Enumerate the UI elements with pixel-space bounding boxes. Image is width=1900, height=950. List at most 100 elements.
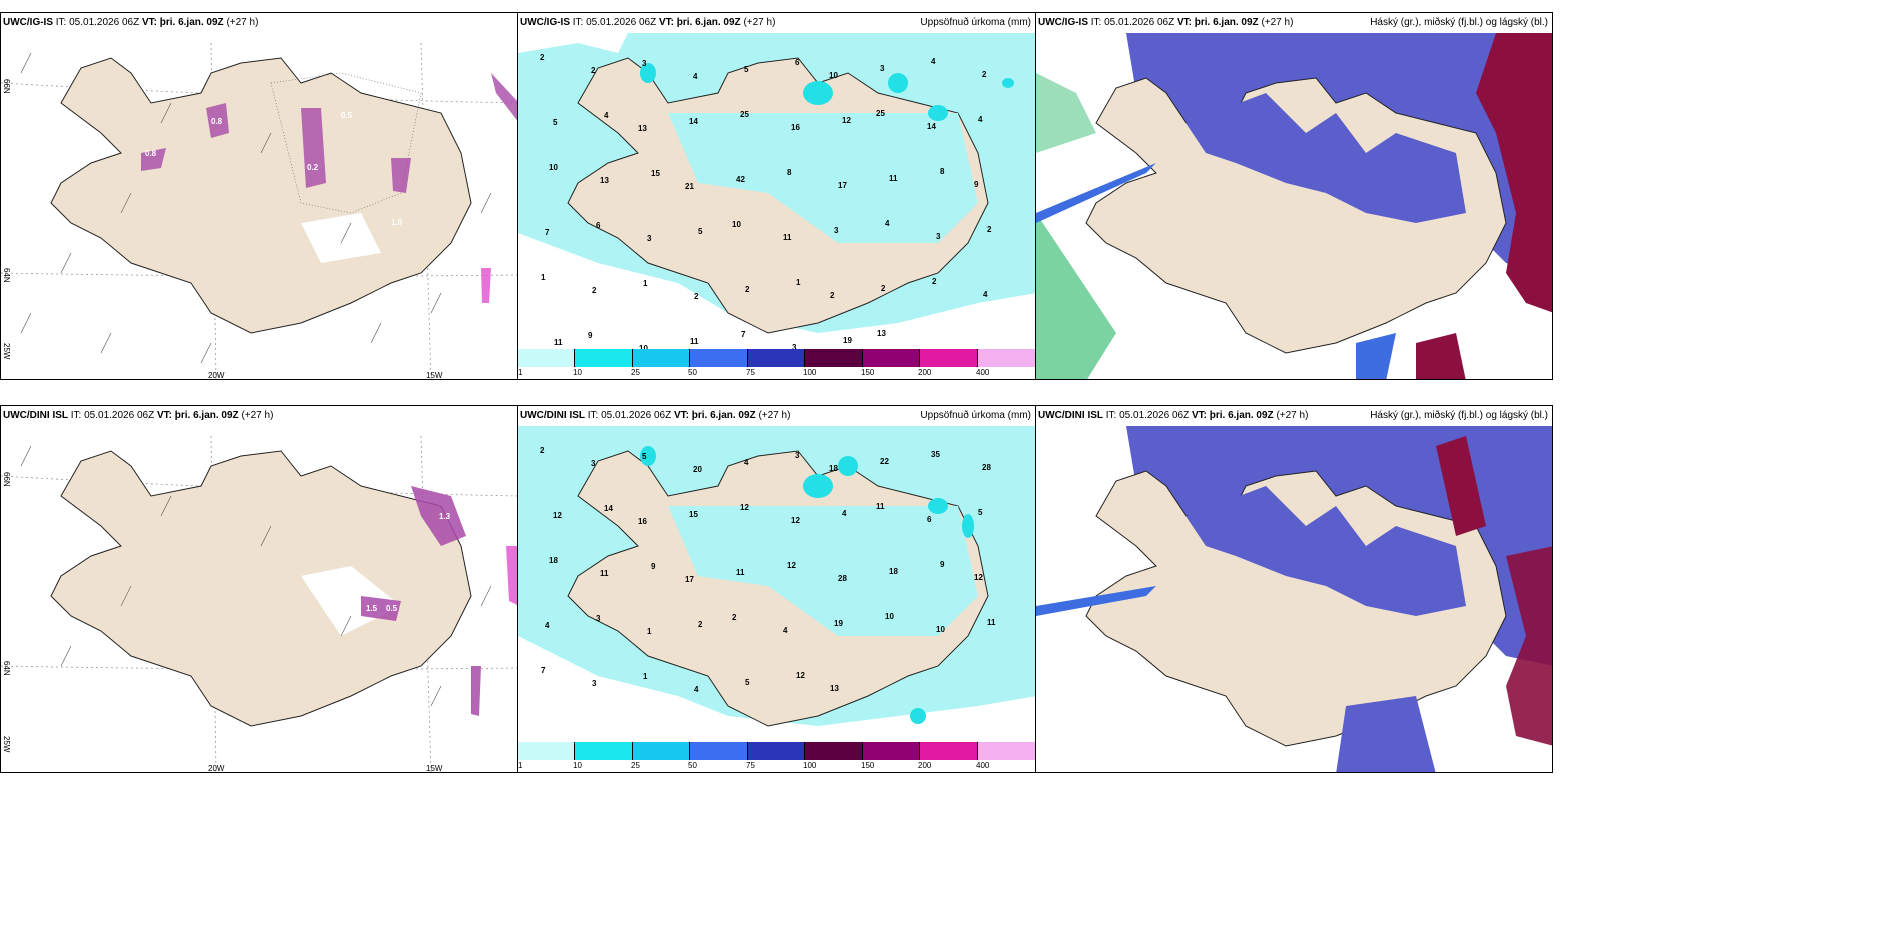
precip-value: 3: [596, 614, 601, 623]
legend-color-cell: [863, 742, 920, 760]
precip-value: 16: [638, 517, 647, 526]
precip-value: 11: [690, 337, 699, 346]
precip-value: 2: [540, 53, 545, 62]
wind-map-panel-top: UWC/IG-IS IT: 05.01.2026 06Z VT: þri. 6.…: [0, 12, 518, 380]
lon-label-25w: 25W: [2, 343, 11, 360]
precip-value: 9: [651, 562, 656, 571]
precip-value: 10: [732, 220, 741, 229]
precip-value: 1: [796, 278, 801, 287]
legend-tick: 1: [518, 368, 523, 377]
precip-value: 2: [932, 277, 937, 286]
precip-value: 5: [978, 508, 983, 517]
legend-color-cell: [920, 349, 978, 367]
legend-tick: 200: [918, 368, 932, 377]
precip-value: 4: [931, 57, 936, 66]
legend-color-cell: [805, 349, 863, 367]
legend-color-cell: [633, 742, 690, 760]
panel-header: UWC/DINI ISL IT: 05.01.2026 06Z VT: þri.…: [520, 410, 791, 421]
precip-value: 10: [885, 612, 894, 621]
precip-value: 5: [553, 118, 558, 127]
precip-value: 3: [880, 64, 885, 73]
iceland-land: [50, 57, 472, 334]
precip-value: 8: [787, 168, 792, 177]
legend-tick: 100: [803, 761, 817, 770]
precip-value: 2: [698, 620, 703, 629]
legend-tick: 75: [746, 368, 755, 377]
precip-value: 13: [877, 329, 886, 338]
precip-value: 11: [876, 502, 885, 511]
lon-label-25w: 25W: [2, 736, 11, 753]
precip-value: 4: [744, 458, 749, 467]
legend-color-cell: [518, 742, 575, 760]
precip-value: 4: [983, 290, 988, 299]
precip-value: 4: [783, 626, 788, 635]
panel-header: UWC/IG-IS IT: 05.01.2026 06Z VT: þri. 6.…: [1038, 17, 1294, 28]
precip-value: 4: [604, 111, 609, 120]
precip-value: 2: [987, 225, 992, 234]
precip-value: 1: [541, 273, 546, 282]
lon-label-15w: 15W: [426, 764, 443, 773]
wind-value: 1.0: [391, 218, 403, 227]
panel-right-title: Háský (gr.), miðský (fj.bl.) og lágský (…: [1370, 410, 1548, 421]
legend-color-cell: [978, 349, 1035, 367]
precip-value: 5: [698, 227, 703, 236]
precip-value: 9: [940, 560, 945, 569]
precip-value: 14: [689, 117, 698, 126]
precip-value: 15: [689, 510, 698, 519]
precip-value: 2: [745, 285, 750, 294]
precip-value: 9: [974, 180, 979, 189]
precip-value: 18: [889, 567, 898, 576]
precip-value: 20: [693, 465, 702, 474]
panel-header: UWC/DINI ISL IT: 05.01.2026 06Z VT: þri.…: [1038, 410, 1309, 421]
legend-color-cell: [575, 742, 633, 760]
legend-tick: 75: [746, 761, 755, 770]
precip-value: 2: [591, 66, 596, 75]
precip-value: 10: [639, 344, 648, 353]
legend-tick: 100: [803, 368, 817, 377]
precip-value: 15: [651, 169, 660, 178]
precip-value: 11: [736, 568, 745, 577]
panel-header: UWC/IG-IS IT: 05.01.2026 06Z VT: þri. 6.…: [3, 17, 259, 28]
precip-value: 18: [549, 556, 558, 565]
cloud-map-bottom: [1036, 426, 1552, 772]
precip-value: 12: [791, 516, 800, 525]
precip-value: 1: [643, 279, 648, 288]
precip-value: 35: [931, 450, 940, 459]
precip-value: 28: [982, 463, 991, 472]
legend-tick: 10: [573, 761, 582, 770]
wind-value: 0.8: [145, 149, 157, 158]
legend-color-cell: [690, 742, 748, 760]
precip-value: 6: [596, 221, 601, 230]
legend-color-cell: [690, 349, 748, 367]
precip-value: 17: [685, 575, 694, 584]
precip-value: 3: [591, 459, 596, 468]
lat-label-64n: 64N: [2, 268, 11, 283]
precip-value: 1: [647, 627, 652, 636]
precip-value: 11: [783, 233, 792, 242]
precip-value: 8: [940, 167, 945, 176]
cloud-map-panel-top: UWC/IG-IS IT: 05.01.2026 06Z VT: þri. 6.…: [1035, 12, 1553, 380]
legend-tick: 25: [631, 368, 640, 377]
precip-value: 14: [927, 122, 936, 131]
wind-value: 1.4: [396, 476, 408, 485]
panel-right-title: Háský (gr.), miðský (fj.bl.) og lágský (…: [1370, 17, 1548, 28]
precip-value: 4: [885, 219, 890, 228]
panel-header: UWC/IG-IS IT: 05.01.2026 06Z VT: þri. 6.…: [520, 17, 776, 28]
wind-value: 1.3: [439, 512, 451, 521]
precip-value: 12: [796, 671, 805, 680]
legend-tick: 50: [688, 761, 697, 770]
wind-value: 0.5: [386, 604, 398, 613]
legend-color-cell: [978, 742, 1035, 760]
cloud-map-top: [1036, 33, 1552, 379]
legend-color-cell: [575, 349, 633, 367]
cloud-map-panel-bottom: UWC/DINI ISL IT: 05.01.2026 06Z VT: þri.…: [1035, 405, 1553, 773]
iceland-land: [50, 450, 472, 727]
legend-color-cell: [518, 349, 575, 367]
precip-value: 4: [694, 685, 699, 694]
precip-value: 22: [880, 457, 889, 466]
precip-legend-bottom: 1 10 25 50 75 100 150 200 400: [518, 742, 1035, 772]
wind-map-top: [1, 42, 517, 379]
panel-header: UWC/DINI ISL IT: 05.01.2026 06Z VT: þri.…: [3, 410, 274, 421]
legend-tick: 50: [688, 368, 697, 377]
precip-value: 2: [540, 446, 545, 455]
